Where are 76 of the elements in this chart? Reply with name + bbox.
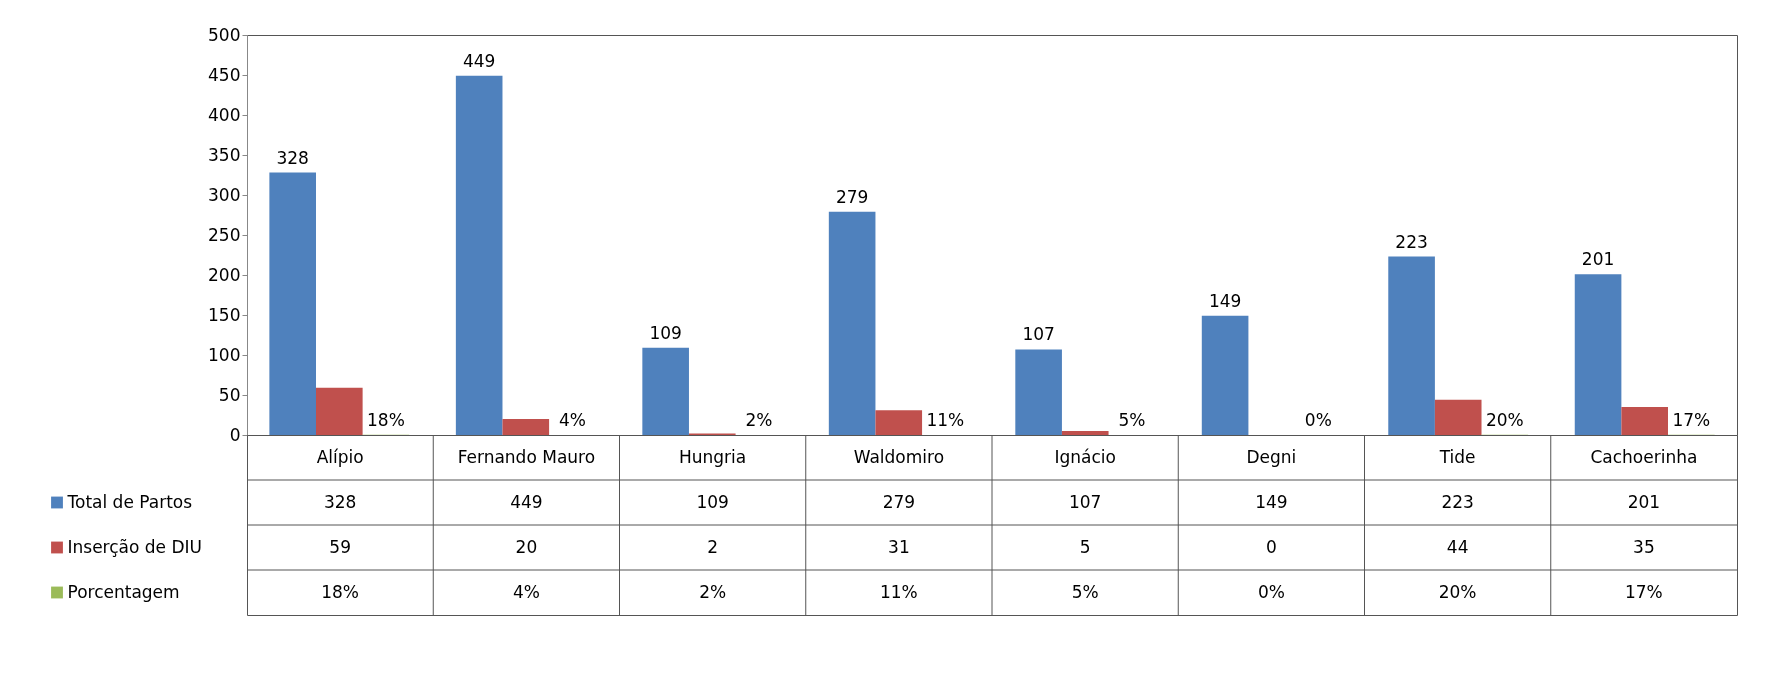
data-label: 2 xyxy=(707,536,719,557)
bar xyxy=(316,387,363,435)
y-tick-label: 350 xyxy=(208,144,241,165)
legend-label: Inserção de DIU xyxy=(67,536,202,557)
y-tick-label: 450 xyxy=(208,64,241,85)
data-label: 31 xyxy=(888,536,910,557)
y-tick-label: 150 xyxy=(208,304,241,325)
text: 18% xyxy=(367,409,405,430)
bar xyxy=(875,410,923,435)
data-label: 20% xyxy=(1438,581,1477,602)
bar xyxy=(828,211,876,435)
y-tick-label: 200 xyxy=(208,264,241,285)
text: 279 xyxy=(835,186,869,207)
bar xyxy=(455,75,503,435)
text: 4% xyxy=(558,409,586,430)
data-label: 59 xyxy=(329,536,351,557)
bar xyxy=(1574,274,1622,435)
legend-label: Porcentagem xyxy=(67,581,180,602)
data-label: 107 xyxy=(1068,491,1102,512)
y-tick-label: 50 xyxy=(218,384,241,405)
data-label: 4% xyxy=(512,581,540,602)
y-tick-label: 500 xyxy=(208,24,241,45)
data-label: 279 xyxy=(882,491,916,512)
text: 449 xyxy=(462,50,496,71)
bar xyxy=(1201,315,1249,435)
bar xyxy=(1434,399,1482,435)
bar xyxy=(502,419,550,435)
x-tick-label: Tide xyxy=(1438,446,1476,467)
data-label: 44 xyxy=(1446,536,1469,557)
y-tick-label: 0 xyxy=(229,424,241,445)
data-label: 5% xyxy=(1071,581,1099,602)
text: 149 xyxy=(1208,290,1242,311)
data-label: 17% xyxy=(1624,581,1663,602)
x-tick-label: Cachoerinha xyxy=(1590,446,1698,467)
text: 20% xyxy=(1485,409,1524,430)
bar xyxy=(1061,431,1109,435)
data-label: 223 xyxy=(1441,491,1474,512)
data-label: 2% xyxy=(699,581,727,602)
data-label: 149 xyxy=(1255,491,1288,512)
x-tick-label: Degni xyxy=(1246,446,1297,467)
text: 328 xyxy=(276,147,309,168)
x-tick-label: Hungria xyxy=(678,446,747,467)
data-label: 18% xyxy=(321,581,360,602)
data-label: 0 xyxy=(1265,536,1277,557)
y-tick-label: 250 xyxy=(208,224,241,245)
x-tick-label: Waldomiro xyxy=(853,446,945,467)
bar xyxy=(1388,256,1435,435)
data-label: 328 xyxy=(323,491,357,512)
text: 223 xyxy=(1395,231,1428,252)
bar xyxy=(1015,349,1062,435)
y-tick-label: 100 xyxy=(208,344,241,365)
x-tick-label: Alípio xyxy=(316,446,364,467)
y-tick-label: 300 xyxy=(208,184,241,205)
text: 107 xyxy=(1022,324,1055,345)
text: 11% xyxy=(926,409,965,430)
data-label: 11% xyxy=(879,581,918,602)
data-label: 109 xyxy=(696,491,729,512)
data-label: 449 xyxy=(510,491,543,512)
bar xyxy=(642,347,689,435)
x-tick-label: Fernando Mauro xyxy=(457,446,596,467)
data-label: 0% xyxy=(1257,581,1285,602)
data-label: 20 xyxy=(515,536,538,557)
data-label: 201 xyxy=(1627,491,1661,512)
legend-label: Total de Partos xyxy=(66,491,193,512)
text: 201 xyxy=(1581,249,1615,270)
data-label: 35 xyxy=(1633,536,1655,557)
text: 109 xyxy=(649,322,682,343)
text: 5% xyxy=(1118,409,1146,430)
text: 0% xyxy=(1304,410,1332,430)
y-tick-label: 400 xyxy=(208,104,241,125)
bar xyxy=(1621,407,1668,435)
data-label: 5 xyxy=(1079,536,1091,557)
x-tick-label: Ignácio xyxy=(1054,446,1116,467)
bar xyxy=(269,172,316,435)
text: 17% xyxy=(1672,409,1711,430)
text: 2% xyxy=(745,409,773,430)
